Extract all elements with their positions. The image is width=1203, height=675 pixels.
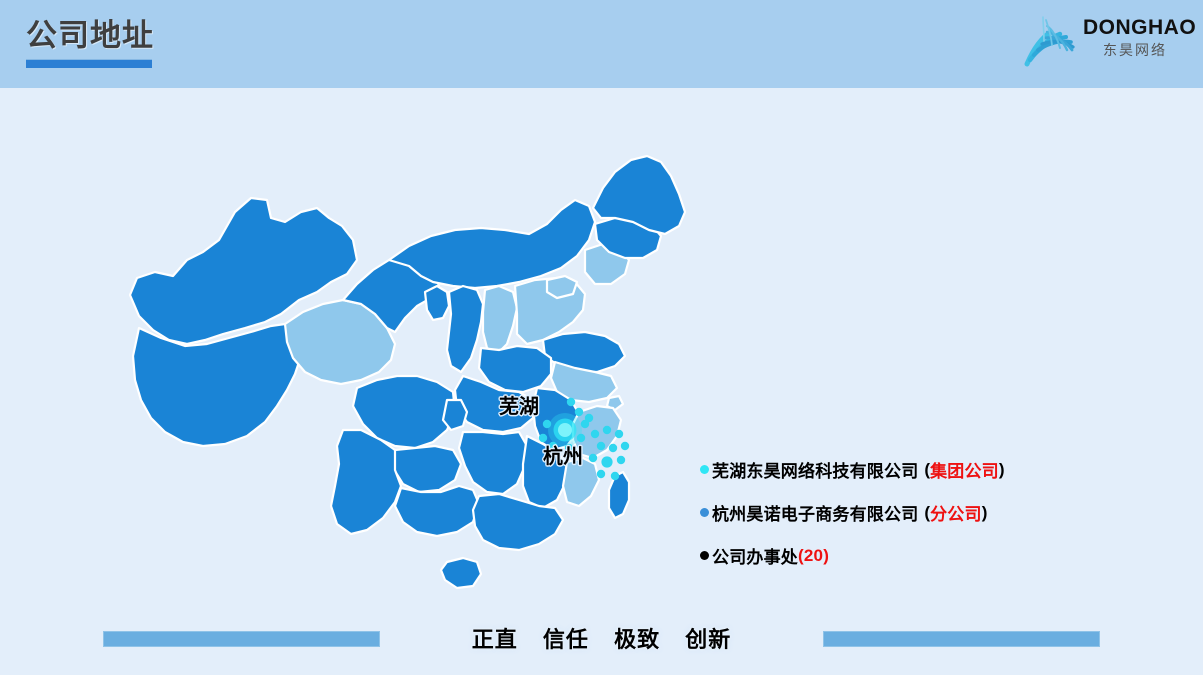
page-title: 公司地址 (26, 18, 154, 53)
legend-paren-open: ( (798, 545, 804, 565)
province-inner-mongolia (387, 198, 597, 290)
legend-bullet-black-icon (700, 551, 709, 560)
province-chongqing (441, 398, 469, 432)
china-map[interactable]: 芜湖 杭州 (95, 100, 735, 620)
footer-bar-left (103, 631, 380, 647)
legend-tag-headquarters: 集团公司 (930, 462, 999, 481)
legend-paren-open: ( (924, 459, 931, 479)
legend-paren-close: ) (823, 545, 830, 565)
legend-bullet-blue-icon (700, 508, 709, 517)
province-jiangsu (549, 360, 619, 404)
feather-fan-icon (1019, 10, 1081, 72)
province-sichuan (351, 374, 457, 450)
slogan-word-2: 信任 (542, 627, 589, 652)
company-logo: DONGHAO 东昊网络 (1019, 8, 1197, 74)
slogan-word-1: 正直 (471, 627, 518, 652)
legend-paren-close: ) (981, 502, 988, 522)
logo-name-cn: 东昊网络 (1103, 42, 1167, 58)
legend-bullet-cyan-icon (700, 465, 709, 474)
logo-text: DONGHAO 东昊网络 (1083, 16, 1197, 60)
province-taiwan (607, 470, 631, 520)
province-guangxi (393, 484, 481, 538)
legend-tag-offices: 20 (803, 545, 824, 565)
legend: 芜湖东昊网络科技有限公司 ( 集团公司 ) 杭州昊诺电子商务有限公司 ( 分公司… (700, 458, 1120, 567)
province-guizhou (391, 444, 463, 494)
province-beijing (545, 274, 579, 300)
province-xinjiang (128, 196, 359, 346)
map-label-wuhu: 芜湖 (499, 396, 539, 418)
legend-label-branch: 杭州昊诺电子商务有限公司 (712, 505, 919, 524)
page-title-wrap: 公司地址 (26, 16, 154, 68)
province-guangdong (471, 492, 565, 552)
province-henan (477, 344, 553, 394)
legend-item-branch[interactable]: 杭州昊诺电子商务有限公司 ( 分公司 ) (700, 501, 1120, 524)
footer-slogan: 正直 信任 极致 创新 (0, 622, 1203, 654)
province-shaanxi (445, 284, 485, 374)
legend-item-offices[interactable]: 公司办事处 ( 20 ) (700, 544, 1120, 567)
logo-name-en: DONGHAO (1083, 16, 1197, 39)
province-shanxi (481, 284, 519, 356)
map-label-hangzhou: 杭州 (543, 446, 583, 468)
slogan-word-3: 极致 (614, 627, 661, 652)
province-hunan (457, 430, 529, 496)
legend-paren-open: ( (924, 502, 931, 522)
province-shanghai (605, 394, 625, 412)
province-yunnan (329, 428, 403, 536)
province-ningxia (423, 284, 451, 322)
legend-label-offices: 公司办事处 (712, 548, 798, 567)
china-map-svg (128, 154, 687, 590)
province-hainan (439, 556, 483, 590)
legend-paren-close: ) (998, 459, 1005, 479)
province-qinghai (283, 298, 397, 386)
legend-tag-branch: 分公司 (930, 505, 982, 524)
legend-item-headquarters[interactable]: 芜湖东昊网络科技有限公司 ( 集团公司 ) (700, 458, 1120, 481)
province-heilongjiang (591, 154, 687, 236)
legend-label-headquarters: 芜湖东昊网络科技有限公司 (712, 462, 919, 481)
title-underline (26, 59, 152, 68)
province-tibet (131, 322, 303, 448)
province-fujian (561, 456, 601, 508)
footer-bar-right (823, 631, 1100, 647)
slogan-word-4: 创新 (685, 627, 732, 652)
slide-header: 公司地址 (0, 0, 1203, 88)
